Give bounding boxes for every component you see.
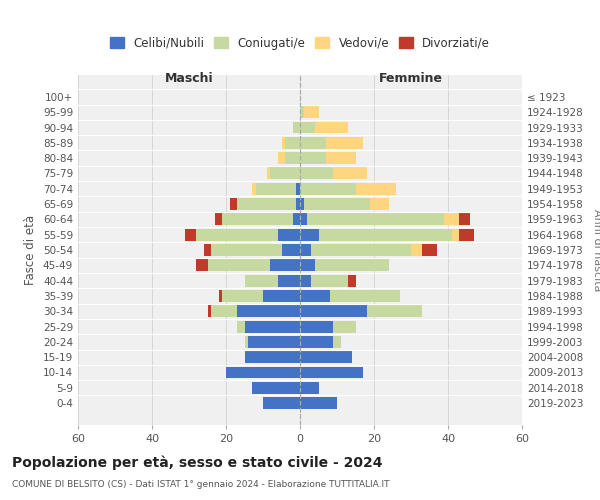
Bar [300, 290, 329, 302]
Bar [300, 274, 311, 286]
Bar [329, 290, 400, 302]
Bar [223, 214, 293, 226]
Bar [326, 137, 363, 149]
Bar [300, 168, 334, 179]
Bar [293, 122, 300, 134]
Bar [245, 336, 248, 348]
Bar [218, 290, 223, 302]
Bar [215, 214, 223, 226]
Bar [370, 198, 389, 210]
Bar [252, 183, 256, 194]
Bar [348, 274, 355, 286]
Bar [444, 214, 459, 226]
Bar [263, 397, 300, 409]
Bar [256, 183, 296, 194]
Bar [300, 122, 315, 134]
Bar [185, 228, 196, 240]
Bar [278, 228, 300, 240]
Bar [300, 382, 319, 394]
Bar [237, 198, 296, 210]
Bar [300, 183, 355, 194]
Bar [226, 366, 300, 378]
Bar [245, 320, 300, 332]
Bar [300, 137, 326, 149]
Bar [355, 183, 396, 194]
Bar [271, 168, 300, 179]
Bar [252, 382, 300, 394]
Bar [296, 183, 300, 194]
Bar [300, 198, 304, 210]
Bar [459, 228, 474, 240]
Bar [304, 106, 319, 118]
Text: COMUNE DI BELSITO (CS) - Dati ISTAT 1° gennaio 2024 - Elaborazione TUTTITALIA.IT: COMUNE DI BELSITO (CS) - Dati ISTAT 1° g… [12, 480, 389, 489]
Bar [300, 366, 363, 378]
Bar [300, 397, 337, 409]
Bar [245, 351, 300, 363]
Bar [278, 274, 300, 286]
Bar [300, 260, 315, 272]
Bar [196, 260, 208, 272]
Bar [211, 244, 281, 256]
Text: Femmine: Femmine [379, 72, 443, 85]
Bar [300, 214, 307, 226]
Bar [319, 228, 452, 240]
Bar [300, 351, 352, 363]
Bar [266, 168, 271, 179]
Bar [452, 228, 459, 240]
Bar [300, 336, 334, 348]
Bar [230, 198, 237, 210]
Bar [278, 152, 285, 164]
Bar [367, 306, 422, 317]
Bar [300, 244, 311, 256]
Bar [296, 198, 300, 210]
Bar [208, 260, 271, 272]
Bar [208, 306, 211, 317]
Bar [304, 198, 370, 210]
Bar [281, 137, 285, 149]
Bar [196, 228, 278, 240]
Bar [300, 320, 334, 332]
Text: Popolazione per età, sesso e stato civile - 2024: Popolazione per età, sesso e stato civil… [12, 455, 383, 469]
Bar [285, 152, 300, 164]
Bar [285, 137, 300, 149]
Bar [459, 214, 470, 226]
Bar [307, 214, 444, 226]
Bar [223, 290, 263, 302]
Bar [211, 306, 237, 317]
Bar [263, 290, 300, 302]
Bar [311, 244, 411, 256]
Bar [293, 214, 300, 226]
Bar [300, 228, 319, 240]
Bar [334, 320, 355, 332]
Y-axis label: Anni di nascita: Anni di nascita [592, 209, 600, 291]
Y-axis label: Fasce di età: Fasce di età [25, 215, 37, 285]
Bar [315, 122, 348, 134]
Bar [300, 306, 367, 317]
Bar [422, 244, 437, 256]
Bar [281, 244, 300, 256]
Bar [248, 336, 300, 348]
Bar [311, 274, 348, 286]
Bar [300, 152, 326, 164]
Bar [237, 306, 300, 317]
Bar [300, 106, 304, 118]
Bar [334, 336, 341, 348]
Bar [237, 320, 245, 332]
Bar [245, 274, 278, 286]
Bar [315, 260, 389, 272]
Bar [334, 168, 367, 179]
Bar [326, 152, 355, 164]
Bar [271, 260, 300, 272]
Bar [204, 244, 211, 256]
Bar [411, 244, 422, 256]
Legend: Celibi/Nubili, Coniugati/e, Vedovi/e, Divorziati/e: Celibi/Nubili, Coniugati/e, Vedovi/e, Di… [105, 32, 495, 54]
Text: Maschi: Maschi [164, 72, 214, 85]
